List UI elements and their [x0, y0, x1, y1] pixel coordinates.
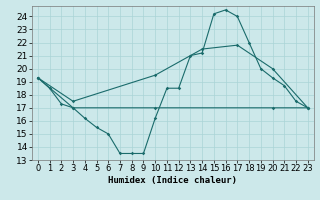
X-axis label: Humidex (Indice chaleur): Humidex (Indice chaleur) [108, 176, 237, 185]
